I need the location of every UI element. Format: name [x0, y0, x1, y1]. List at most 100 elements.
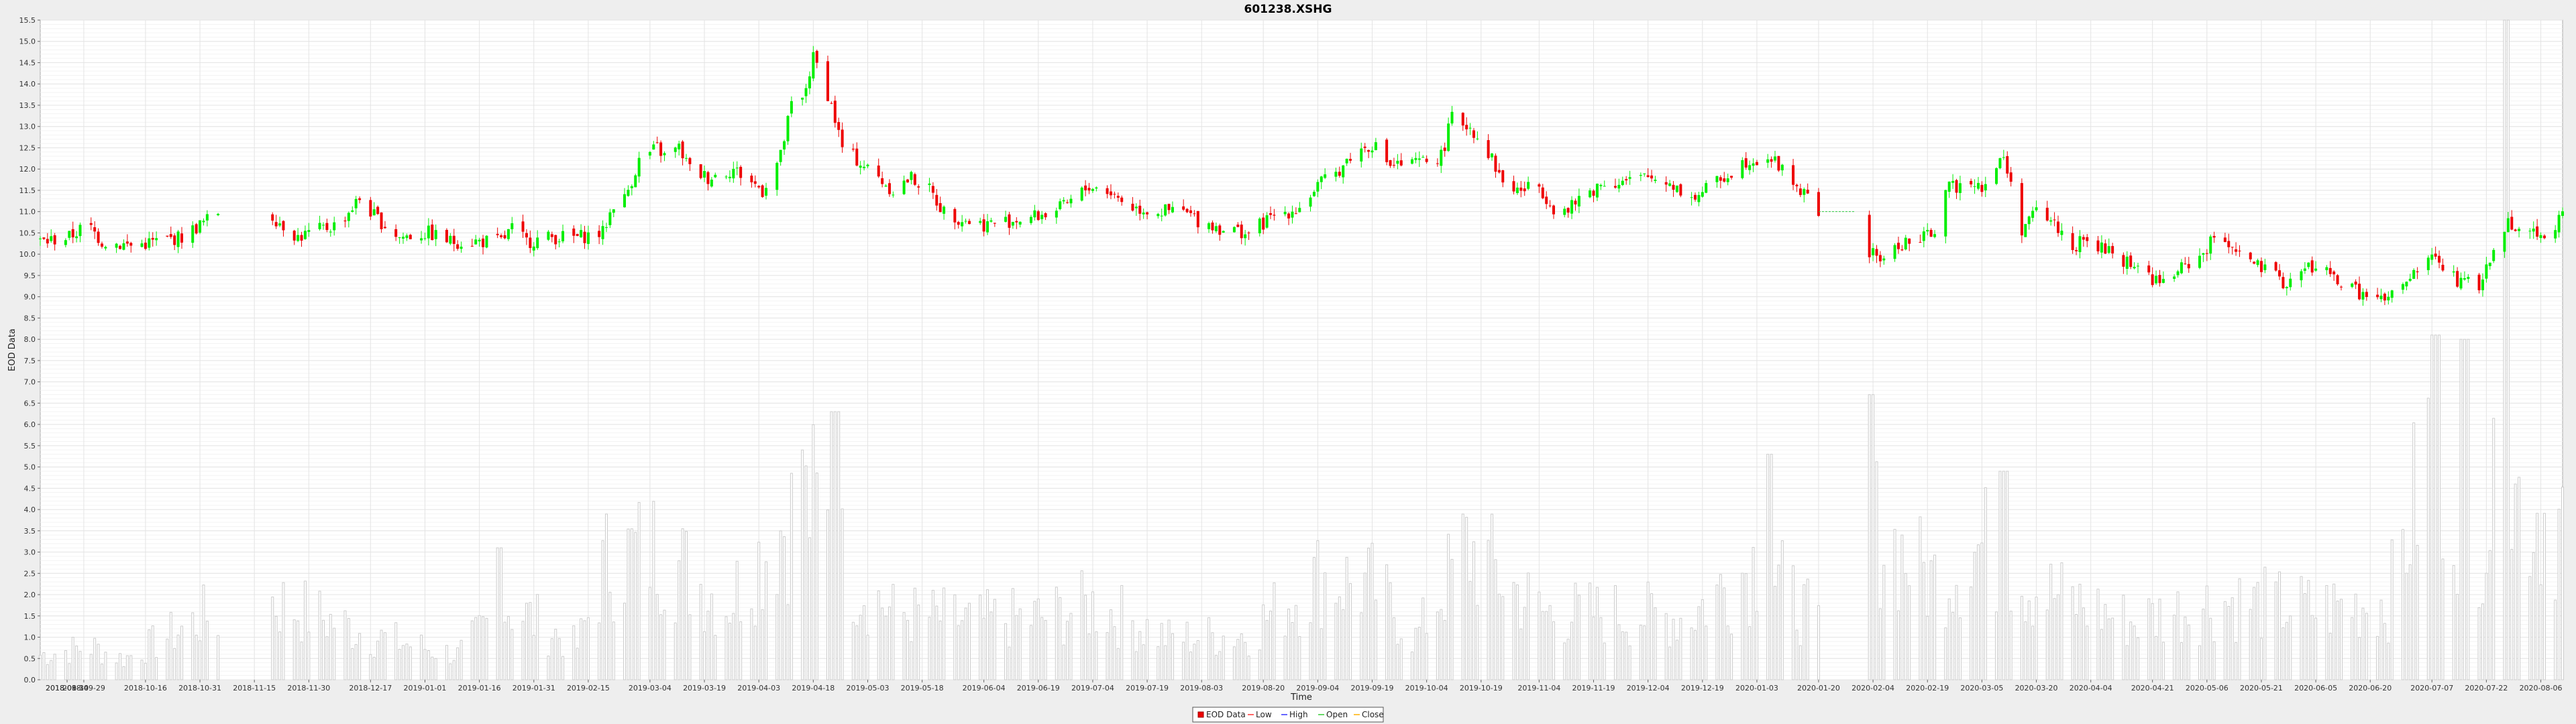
candle-body	[2259, 261, 2263, 272]
volume-bar	[2557, 509, 2561, 680]
candle-body	[166, 235, 169, 237]
volume-bar	[2212, 641, 2216, 680]
y-tick-label: 5.5	[24, 442, 36, 450]
candle-body	[478, 239, 481, 242]
candle-body	[2289, 278, 2292, 288]
volume-bar	[1501, 596, 1505, 680]
candle-body	[1592, 190, 1595, 196]
volume-bar	[2492, 418, 2496, 680]
volume-bar	[1294, 605, 1297, 680]
volume-bar	[278, 631, 282, 680]
volume-bar	[1196, 640, 1199, 680]
volume-bar	[1334, 603, 1338, 680]
volume-bar	[423, 649, 427, 680]
candle-body	[1443, 147, 1446, 152]
candle-body	[1461, 113, 1464, 126]
volume-bar	[1116, 648, 1120, 680]
candle-body	[354, 198, 358, 208]
candle-body	[2129, 255, 2133, 267]
volume-bar	[1461, 514, 1464, 680]
volume-bar	[906, 619, 910, 680]
y-tick-label: 3.0	[24, 548, 36, 557]
candle-body	[1766, 159, 1770, 163]
candle-body	[1701, 192, 1704, 197]
candle-body	[815, 50, 818, 63]
candle-body	[659, 142, 663, 156]
volume-bar	[1672, 619, 1675, 680]
volume-bar	[307, 631, 311, 680]
volume-bar	[271, 596, 274, 680]
candle-body	[863, 166, 866, 168]
volume-bar	[2231, 597, 2234, 680]
volume-bar	[1595, 587, 1599, 680]
volume-bar	[2328, 633, 2332, 680]
candle-body	[1958, 183, 1962, 193]
volume-bar	[347, 617, 350, 680]
candle-body	[2325, 267, 2328, 270]
y-axis-title: EOD Data	[7, 328, 17, 371]
y-tick-label: 0.0	[24, 676, 36, 684]
candle-body	[576, 234, 579, 236]
x-tick-label: 2019-02-15	[567, 684, 610, 692]
candle-body	[1664, 182, 1668, 185]
candle-body	[307, 230, 311, 232]
candle-body	[1878, 255, 1882, 261]
candle-body	[1283, 211, 1287, 215]
candle-body	[837, 122, 841, 130]
x-tick-label: 2020-01-03	[1735, 684, 1778, 692]
x-tick-label: 2020-04-04	[2070, 684, 2112, 692]
volume-bar	[2075, 613, 2078, 680]
volume-bar	[1131, 620, 1134, 680]
volume-bar	[460, 640, 463, 680]
candle-body	[783, 141, 786, 149]
candle-body	[2481, 279, 2484, 290]
candle-body	[2107, 246, 2110, 253]
volume-bar	[761, 609, 764, 680]
volume-bar	[808, 537, 811, 680]
candle-body	[173, 235, 176, 245]
y-tick-label: 8.0	[24, 335, 36, 344]
volume-bar	[2539, 584, 2542, 680]
candle-body	[423, 238, 427, 239]
candle-body	[2412, 269, 2416, 279]
candle-body	[732, 168, 735, 179]
volume-bar	[1320, 628, 1323, 680]
volume-bar	[1324, 572, 1327, 680]
volume-bar	[739, 621, 743, 680]
volume-bar	[431, 656, 434, 680]
volume-bar	[195, 634, 198, 680]
volume-bar	[398, 649, 401, 680]
candle-body	[2035, 207, 2038, 210]
candle-body	[1599, 184, 1603, 186]
candle-body	[155, 238, 158, 241]
volume-bar	[2205, 585, 2208, 680]
volume-bar	[529, 602, 532, 680]
volume-bar	[300, 642, 303, 680]
y-tick-label: 7.0	[24, 378, 36, 387]
candle-body	[1396, 160, 1399, 164]
candle-body	[1287, 213, 1291, 219]
candle-body	[655, 142, 659, 143]
candle-body	[202, 221, 205, 223]
volume-bar	[2259, 638, 2263, 680]
volume-bar	[1385, 564, 1389, 680]
volume-bar	[39, 654, 42, 680]
volume-bar	[674, 622, 677, 680]
volume-bar	[1951, 611, 1955, 680]
volume-bar	[993, 599, 996, 680]
candle-body	[881, 178, 884, 184]
volume-bar	[953, 594, 957, 680]
x-tick-label: 2018-09-29	[62, 684, 105, 692]
volume-bar	[1044, 620, 1047, 680]
volume-bar	[1599, 617, 1603, 680]
candle-body	[703, 171, 706, 178]
volume-bar	[2412, 422, 2416, 680]
candle-body	[278, 223, 282, 226]
x-tick-label: 2020-06-05	[2294, 684, 2337, 692]
candle-body	[1904, 237, 1907, 249]
volume-bar	[1182, 642, 1185, 680]
volume-bar	[2379, 599, 2383, 680]
volume-bar	[837, 411, 841, 680]
candle-body	[274, 222, 278, 227]
candle-body	[2060, 231, 2063, 235]
